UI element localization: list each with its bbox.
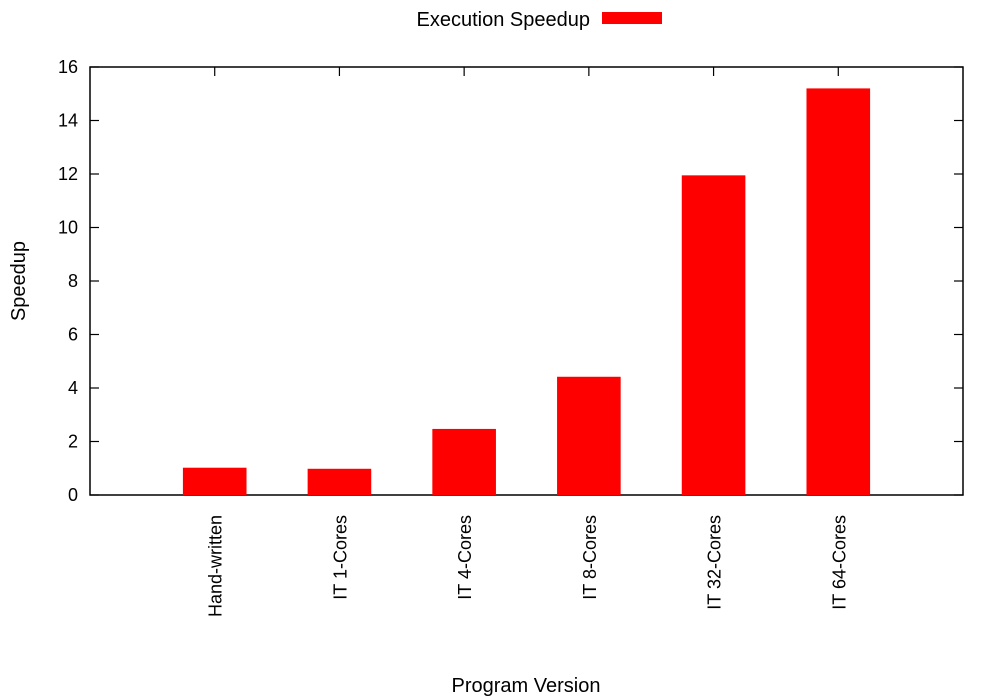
x-tick-label: IT 64-Cores bbox=[829, 515, 849, 610]
y-axis-title: Speedup bbox=[8, 241, 30, 321]
x-tick-labels: Hand-written IT 1-Cores IT 4-Cores IT 8-Cor… bbox=[206, 515, 850, 617]
y-tick-label: 4 bbox=[68, 378, 78, 398]
bar-it-8-cores bbox=[557, 376, 621, 495]
y-tick-labels: 0 2 4 6 8 10 12 14 16 bbox=[58, 57, 78, 505]
bar-hand-written bbox=[182, 467, 247, 495]
y-tick-label: 0 bbox=[68, 485, 78, 505]
y-tick-label: 6 bbox=[68, 325, 78, 345]
bar-it-1-cores bbox=[307, 468, 372, 495]
y-tick-label: 14 bbox=[58, 111, 78, 131]
y-tick-label: 2 bbox=[68, 432, 78, 452]
x-tick-label: IT 8-Cores bbox=[580, 515, 600, 600]
bars bbox=[182, 88, 871, 496]
legend-label: Execution Speedup bbox=[417, 9, 590, 31]
axis-ticks bbox=[90, 66, 963, 496]
x-tick-label: IT 4-Cores bbox=[455, 515, 475, 600]
x-tick-label: Hand-written bbox=[206, 515, 226, 617]
x-axis-title: Program Version bbox=[452, 675, 601, 697]
y-tick-label: 8 bbox=[68, 271, 78, 291]
x-tick-label: IT 32-Cores bbox=[705, 515, 725, 610]
bar-it-4-cores bbox=[432, 428, 496, 495]
y-tick-label: 10 bbox=[58, 218, 78, 238]
legend-swatch bbox=[602, 12, 662, 24]
y-tick-label: 12 bbox=[58, 164, 78, 184]
legend: Execution Speedup bbox=[417, 9, 662, 31]
bar-it-64-cores bbox=[806, 88, 871, 496]
y-tick-label: 16 bbox=[58, 57, 78, 77]
x-tick-label: IT 1-Cores bbox=[330, 515, 350, 600]
bar-it-32-cores bbox=[681, 175, 746, 495]
